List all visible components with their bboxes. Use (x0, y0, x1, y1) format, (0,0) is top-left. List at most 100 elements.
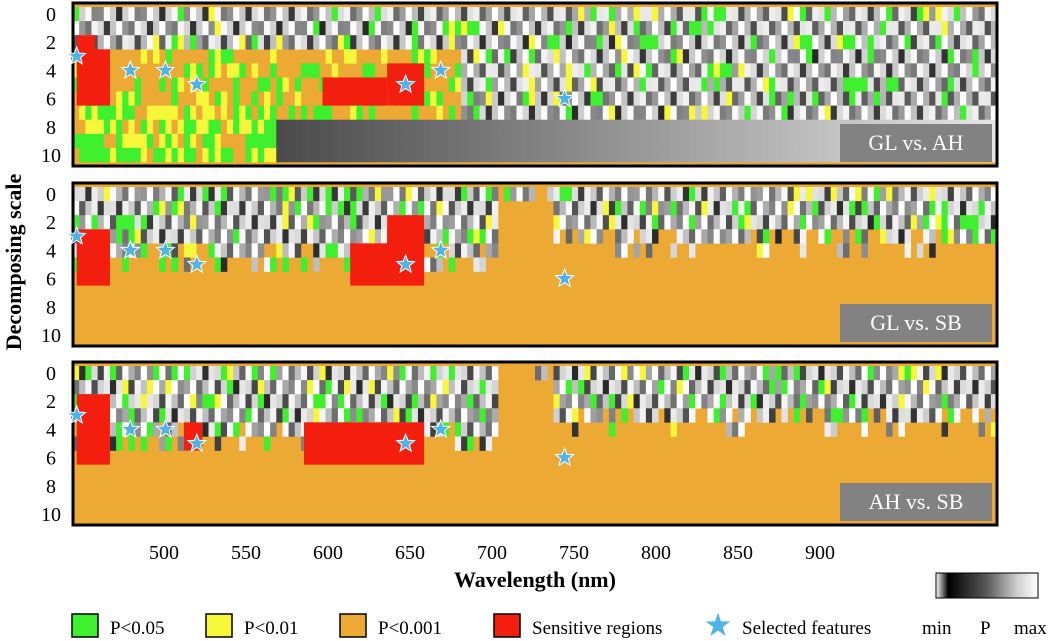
heatmap-cell (91, 7, 98, 22)
heatmap-cell (97, 215, 105, 230)
heatmap-cell (707, 201, 714, 216)
heatmap-cell (701, 394, 708, 409)
heatmap-cell (485, 147, 493, 163)
heatmap-cell (627, 366, 634, 381)
heatmap-cell (701, 77, 708, 92)
heatmap-cell (849, 380, 856, 395)
heatmap-cell (300, 21, 308, 36)
heatmap-cell (941, 35, 949, 50)
heatmap-cell (744, 77, 751, 92)
heatmap-cell (615, 229, 622, 244)
heatmap-cell (652, 394, 659, 409)
heatmap-cell (270, 21, 277, 36)
heatmap-cell (220, 201, 228, 216)
heatmap-cell (806, 366, 813, 381)
heatmap-cell (855, 408, 862, 423)
heatmap-cell (97, 7, 105, 22)
heatmap-cell (196, 187, 203, 202)
heatmap-cell (498, 21, 505, 36)
heatmap-cell (276, 91, 283, 106)
heatmap-cell (362, 366, 369, 381)
heatmap-cell (208, 201, 215, 216)
heatmap-cell (719, 187, 727, 202)
heatmap-cell (417, 133, 425, 149)
heatmap-cell (522, 91, 530, 106)
heatmap-cell (479, 63, 487, 78)
heatmap-cell (325, 229, 333, 244)
heatmap-cell (682, 215, 690, 230)
heatmap-cell (73, 133, 80, 149)
heatmap-cell (843, 408, 850, 423)
heatmap-cell (399, 133, 406, 149)
heatmap-cell (208, 63, 215, 78)
heatmap-cell (879, 49, 887, 64)
heatmap-cell (719, 35, 727, 50)
heatmap-cell (843, 187, 850, 202)
heatmap-cell (990, 422, 998, 437)
heatmap-cell (806, 133, 813, 149)
heatmap-cell (873, 35, 881, 50)
heatmap-cell (682, 91, 690, 106)
heatmap-cell (393, 133, 400, 149)
heatmap-cell (510, 119, 517, 135)
heatmap-cell (843, 7, 850, 22)
heatmap-cell (978, 49, 985, 64)
heatmap-cell (843, 394, 850, 409)
heatmap-cell (535, 133, 542, 149)
heatmap-cell (701, 147, 708, 163)
heatmap-cell (947, 105, 955, 121)
heatmap-cell (288, 229, 296, 244)
heatmap-cell (479, 422, 487, 437)
heatmap-cell (596, 187, 604, 202)
heatmap-cell (855, 91, 862, 106)
heatmap-cell (627, 63, 634, 78)
heatmap-cell (633, 147, 641, 163)
heatmap-cell (621, 7, 628, 22)
heatmap-cell (947, 229, 955, 244)
heatmap-cell (781, 7, 788, 22)
heatmap-cell (972, 408, 979, 423)
heatmap-cell (220, 187, 228, 202)
heatmap-cell (356, 394, 363, 409)
heatmap-cell (664, 187, 671, 202)
heatmap-cell (134, 215, 142, 230)
heatmap-cell (257, 366, 265, 381)
heatmap-cell (528, 119, 536, 135)
heatmap-cell (756, 201, 764, 216)
heatmap-cell (177, 35, 185, 50)
heatmap-cell (725, 35, 733, 50)
heatmap-cell (608, 408, 616, 423)
heatmap-cell (288, 7, 296, 22)
heatmap-cell (781, 408, 788, 423)
heatmap-cell (79, 380, 86, 395)
heatmap-cell (387, 35, 394, 50)
heatmap-cell (645, 215, 653, 230)
heatmap-cell (146, 35, 154, 50)
heatmap-cell (368, 215, 376, 230)
heatmap-cell (990, 35, 998, 50)
heatmap-cell (109, 408, 117, 423)
heatmap-cell (559, 394, 567, 409)
heatmap-cell (984, 105, 992, 121)
heatmap-cell (411, 380, 419, 395)
heatmap-cell (565, 21, 573, 36)
y-axis-label: Decomposing scale (1, 173, 26, 350)
heatmap-cell (978, 394, 985, 409)
heatmap-cell (793, 366, 801, 381)
heatmap-cell (227, 187, 234, 202)
heatmap-cell (122, 394, 129, 409)
heatmap-cell (430, 147, 437, 163)
heatmap-cell (461, 366, 468, 381)
heatmap-cell (923, 380, 930, 395)
heatmap-cell (676, 201, 684, 216)
heatmap-cell (454, 215, 462, 230)
heatmap-cell (442, 21, 450, 36)
heatmap-cell (578, 229, 585, 244)
heatmap-cell (806, 91, 813, 106)
heatmap-cell (337, 243, 345, 258)
heatmap-cell (541, 49, 548, 64)
heatmap-cell (756, 21, 764, 36)
y-tick-label: 6 (46, 269, 56, 291)
heatmap-cell (214, 422, 222, 437)
heatmap-cell (775, 77, 782, 92)
